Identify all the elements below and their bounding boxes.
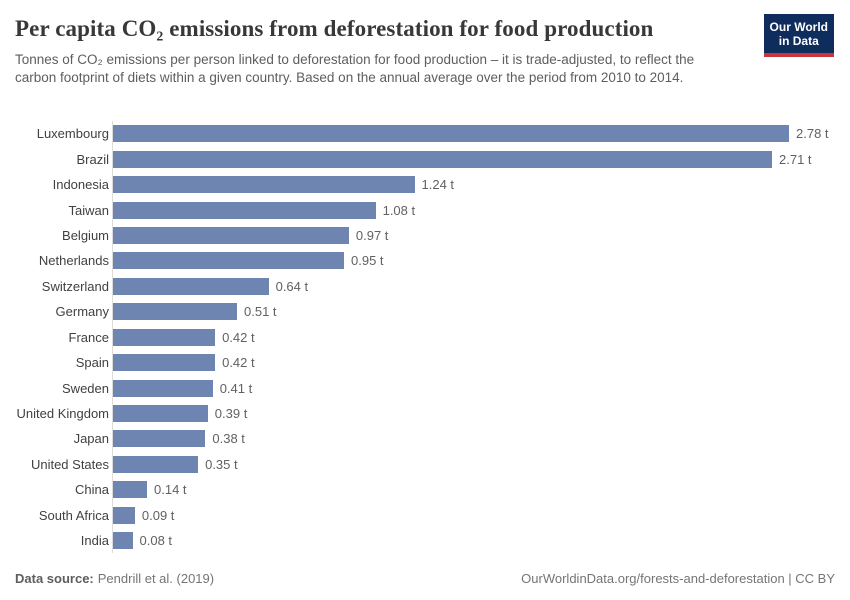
category-label: Sweden (62, 380, 109, 396)
value-label: 0.97 t (355, 227, 389, 243)
value-label: 0.51 t (244, 304, 277, 320)
bar-area: 0.42 t (112, 324, 837, 350)
bar-area: 1.08 t (112, 197, 837, 223)
bar (113, 379, 213, 397)
bar-area: 0.64 t (112, 273, 837, 300)
category-label: Belgium (62, 227, 109, 243)
bar-area: 0.08 t (112, 528, 837, 554)
value-label: 1.08 t (382, 202, 416, 218)
bar-area: 0.38 t (112, 426, 837, 452)
chart-row: United States 0.35 t (15, 451, 837, 478)
chart-header: Per capita CO₂ emissions from deforestat… (0, 0, 850, 87)
value-label: 0.41 t (219, 380, 253, 396)
category-label: Indonesia (52, 177, 109, 193)
bar (113, 277, 269, 295)
bar (113, 125, 789, 143)
category-label: China (75, 482, 109, 498)
chart-row: Sweden 0.41 t (15, 375, 837, 401)
bar-area: 0.35 t (112, 451, 837, 478)
chart-row: South Africa 0.09 t (15, 502, 837, 528)
chart-row: Switzerland 0.64 t (15, 273, 837, 300)
bar (113, 252, 344, 270)
bar (113, 532, 133, 550)
data-source-label: Data source: (15, 571, 94, 586)
chart-row: Japan 0.38 t (15, 426, 837, 452)
chart-title: Per capita CO₂ emissions from deforestat… (15, 16, 654, 41)
bar-area: 2.71 t (112, 146, 837, 172)
chart-row: Spain 0.42 t (15, 349, 837, 376)
chart-row: India 0.08 t (15, 528, 837, 554)
bar-area: 0.41 t (112, 375, 837, 401)
bar (113, 354, 216, 372)
value-label: 1.24 t (421, 177, 455, 193)
category-label: United States (30, 456, 109, 472)
chart-row: France 0.42 t (15, 324, 837, 350)
credit-link: OurWorldinData.org/forests-and-deforesta… (521, 571, 835, 586)
bar (113, 303, 237, 321)
category-label: Switzerland (41, 278, 109, 294)
bar-area: 0.97 t (112, 222, 837, 249)
value-label: 0.64 t (275, 278, 309, 294)
value-label: 2.71 t (779, 151, 812, 167)
category-label: Brazil (76, 151, 109, 167)
value-label: 0.35 t (205, 456, 238, 472)
bar (113, 405, 208, 423)
bar-chart: Luxembourg 2.78 t Brazil 2.71 t Indonesia 1.2… (15, 121, 837, 554)
bar-area: 2.78 t (112, 121, 837, 147)
value-label: 0.39 t (214, 406, 248, 422)
chart-row: Brazil 2.71 t (15, 146, 837, 172)
chart-subtitle: Tonnes of CO₂ emissions per person linke… (15, 52, 695, 85)
bar (113, 328, 216, 346)
value-label: 0.42 t (222, 329, 255, 345)
bar-area: 0.39 t (112, 400, 837, 427)
chart-rows: Luxembourg 2.78 t Brazil 2.71 t Indonesia 1.2… (15, 121, 837, 554)
category-label: Netherlands (38, 253, 109, 269)
bar (113, 481, 147, 499)
owid-logo-line1: Our World (769, 20, 828, 34)
value-label: 0.09 t (141, 507, 175, 523)
category-label: South Africa (38, 507, 109, 523)
chart-row: Netherlands 0.95 t (15, 248, 837, 274)
value-label: 2.78 t (796, 126, 829, 142)
bar (113, 226, 349, 244)
bar (113, 150, 772, 168)
chart-row: Luxembourg 2.78 t (15, 121, 837, 147)
category-label: Luxembourg (36, 126, 109, 142)
bar (113, 176, 415, 194)
value-label: 0.08 t (139, 533, 173, 549)
value-label: 0.14 t (154, 482, 187, 498)
category-label: India (80, 533, 109, 549)
owid-logo-line2: in Data (778, 34, 819, 48)
bar-area: 0.09 t (112, 502, 837, 528)
category-label: Taiwan (68, 202, 109, 218)
chart-row: United Kingdom 0.39 t (15, 400, 837, 427)
bar-area: 1.24 t (112, 171, 837, 198)
value-label: 0.95 t (351, 253, 384, 269)
bar-area: 0.14 t (112, 477, 837, 503)
bar (113, 430, 206, 448)
bar-area: 0.51 t (112, 299, 837, 325)
data-source-value: Pendrill et al. (2019) (97, 571, 215, 586)
data-source: Data source: Pendrill et al. (2019) (15, 571, 214, 586)
category-label: France (68, 329, 109, 345)
chart-row: Indonesia 1.24 t (15, 171, 837, 198)
category-label: Spain (75, 355, 109, 371)
chart-row: China 0.14 t (15, 477, 837, 503)
chart-row: Germany 0.51 t (15, 299, 837, 325)
bar-area: 0.42 t (112, 349, 837, 376)
chart-row: Belgium 0.97 t (15, 222, 837, 249)
category-label: Japan (73, 431, 109, 447)
owid-logo: Our World in Data (763, 14, 834, 57)
bar (113, 455, 199, 473)
value-label: 0.38 t (212, 431, 245, 447)
value-label: 0.42 t (222, 355, 255, 371)
bar (113, 201, 376, 219)
bar (113, 506, 135, 524)
bar-area: 0.95 t (112, 248, 837, 274)
chart-footer: Data source: Pendrill et al. (2019) OurWo… (15, 571, 835, 586)
chart-row: Taiwan 1.08 t (15, 197, 837, 223)
category-label: Germany (55, 304, 109, 320)
category-label: United Kingdom (16, 406, 110, 422)
